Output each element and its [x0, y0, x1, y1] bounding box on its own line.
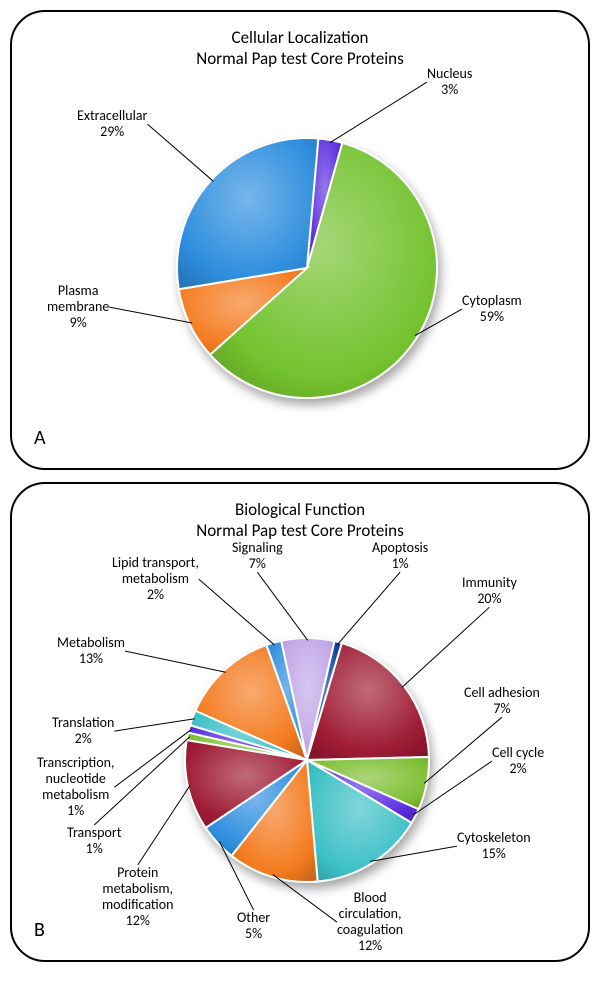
- leader-line: [338, 572, 401, 644]
- chart-a-title: Cellular Localization Normal Pap test Co…: [22, 27, 578, 70]
- panel-a: Cellular Localization Normal Pap test Co…: [10, 10, 590, 470]
- leader-line: [109, 307, 192, 323]
- slice-label-plasmamembrane: Plasma membrane 9%: [47, 283, 109, 331]
- leader-line: [199, 579, 275, 645]
- pie-slice-extracellular: [177, 138, 318, 289]
- leader-line: [114, 718, 194, 730]
- chart-b-title-line1: Biological Function: [235, 499, 365, 520]
- chart-a-title-line1: Cellular Localization: [232, 27, 369, 48]
- slice-label-cytoskeleton: Cytoskeleton 15%: [457, 830, 531, 862]
- slice-label-proteinmetab: Protein metabolism, modification 12%: [102, 865, 173, 929]
- leader-line: [138, 785, 190, 865]
- panel-b-letter: B: [34, 918, 45, 942]
- slice-label-nucleus: Nucleus 3%: [427, 66, 472, 98]
- panel-a-letter: A: [34, 426, 46, 450]
- leader-line: [424, 717, 502, 783]
- leader-line: [125, 651, 226, 672]
- slice-label-cytoplasm: Cytoplasm 59%: [462, 293, 522, 325]
- leader-line: [257, 572, 307, 640]
- slice-label-transport: Transport 1%: [67, 825, 121, 857]
- slice-label-celladhesion: Cell adhesion 7%: [464, 685, 540, 717]
- chart-a-area: Nucleus 3%Cytoplasm 59%Plasma membrane 9…: [22, 78, 578, 458]
- slice-label-transcription: Transcription, nucleotide metabolism 1%: [37, 755, 114, 819]
- slice-label-other: Other 5%: [237, 910, 270, 942]
- slice-label-immunity: Immunity 20%: [462, 575, 517, 607]
- leader-line: [330, 82, 427, 143]
- slice-label-cellcycle: Cell cycle 2%: [492, 745, 544, 777]
- leader-line: [147, 124, 213, 181]
- chart-b-area: Apoptosis 1%Immunity 20%Cell adhesion 7%…: [22, 550, 578, 950]
- slice-label-metabolism: Metabolism 13%: [57, 635, 125, 667]
- leader-line: [114, 729, 191, 787]
- chart-b-title: Biological Function Normal Pap test Core…: [22, 499, 578, 542]
- leader-line: [402, 607, 489, 687]
- slice-label-signaling: Signaling 7%: [232, 540, 283, 572]
- slice-label-bloodcirc: Blood circulation, coagulation 12%: [337, 890, 403, 954]
- slice-label-translation: Translation 2%: [52, 715, 114, 747]
- slice-label-apoptosis: Apoptosis 1%: [372, 540, 428, 572]
- slice-label-lipidtransport: Lipid transport, metabolism 2%: [112, 555, 199, 603]
- slice-label-extracellular: Extracellular 29%: [77, 108, 147, 140]
- chart-a-title-line2: Normal Pap test Core Proteins: [196, 48, 404, 69]
- panel-b: Biological Function Normal Pap test Core…: [10, 482, 590, 962]
